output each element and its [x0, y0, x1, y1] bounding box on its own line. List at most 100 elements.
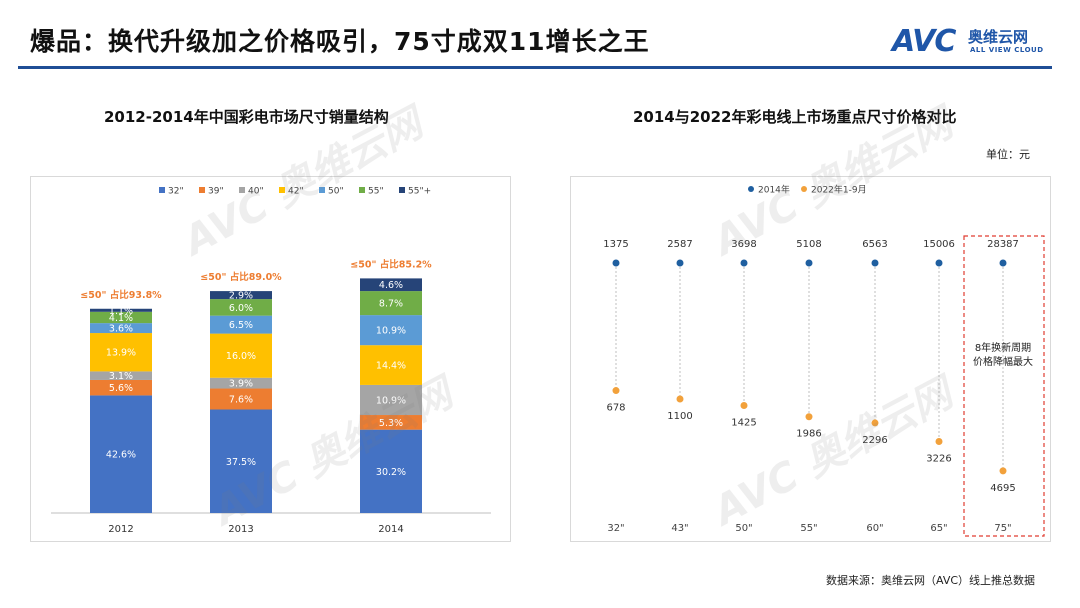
- data-label: 3.6%: [109, 324, 133, 335]
- point-2022: [999, 467, 1007, 475]
- point-2014: [805, 259, 813, 267]
- highlight-note: 价格降幅最大: [973, 355, 1033, 368]
- bar-segment: [90, 395, 152, 513]
- bar-segment: [360, 415, 422, 430]
- data-label: 3.1%: [109, 371, 133, 382]
- legend-dot-2022: [801, 186, 807, 192]
- legend-swatch: [319, 187, 325, 193]
- point-2014: [612, 259, 620, 267]
- value-label-2022: 1425: [731, 418, 756, 429]
- point-2022: [676, 395, 684, 403]
- point-2022: [740, 402, 748, 409]
- category-label: 2012: [108, 524, 133, 535]
- bar-segment: [90, 311, 152, 324]
- value-label-2014: 15006: [923, 239, 955, 250]
- data-label: 3.9%: [229, 379, 253, 390]
- legend-label: 42": [288, 187, 304, 197]
- point-2022: [871, 419, 879, 427]
- bar-segment: [360, 315, 422, 346]
- legend-swatch: [239, 187, 245, 193]
- legend-label: 39": [208, 187, 224, 197]
- data-label: 42.6%: [106, 450, 136, 461]
- data-label: 16.0%: [226, 351, 256, 362]
- data-label: 2.9%: [229, 291, 253, 302]
- data-label: 30.2%: [376, 467, 406, 478]
- value-label-2014: 6563: [862, 239, 887, 250]
- legend-swatch: [199, 187, 205, 193]
- left-chart-title: 2012-2014年中国彩电市场尺寸销量结构: [104, 108, 389, 126]
- price-comparison-chart: 2014年 2022年1-9月 1375 678 32" 2587 1100 43" 3698 1…: [603, 184, 1045, 537]
- annotation-label: ≤50" 占比85.2%: [350, 258, 432, 270]
- annotation-label: ≤50" 占比93.8%: [80, 289, 162, 301]
- avc-logo: AVC 奥维云网 ALL VIEW CLOUD: [892, 24, 1057, 59]
- data-label: 5.3%: [379, 418, 403, 429]
- data-label: 7.6%: [229, 395, 253, 406]
- bar-segment: [360, 278, 422, 292]
- value-label-2014: 28387: [987, 239, 1019, 250]
- data-label: 1.1%: [109, 306, 133, 317]
- value-label-2022: 1100: [667, 411, 692, 422]
- bar-segment: [210, 388, 272, 410]
- bar-segment: [210, 377, 272, 389]
- category-label: 50": [735, 523, 752, 534]
- category-label: 43": [671, 523, 688, 534]
- legend-label: 32": [168, 187, 184, 197]
- data-label: 5.6%: [109, 383, 133, 394]
- data-label: 6.5%: [229, 320, 253, 331]
- data-label: 10.9%: [376, 395, 406, 406]
- legend-label: 55"+: [408, 187, 431, 197]
- right-chart-title: 2014与2022年彩电线上市场重点尺寸价格对比: [633, 108, 957, 126]
- category-label: 65": [930, 523, 947, 534]
- bar-segment: [90, 308, 152, 312]
- highlight-note: 8年换新周期: [975, 341, 1031, 354]
- point-2022: [935, 438, 943, 446]
- legend-label: 2022年1-9月: [811, 184, 867, 196]
- category-label: 55": [800, 523, 817, 534]
- logo-chinese-name: 奥维云网: [968, 28, 1029, 46]
- legend-label: 40": [248, 187, 264, 197]
- category-label: 2013: [228, 524, 253, 535]
- legend-swatch: [159, 187, 165, 193]
- bar-segment: [360, 291, 422, 316]
- unit-label: 单位：元: [986, 148, 1030, 161]
- header-divider: [18, 66, 1052, 69]
- bar-segment: [210, 315, 272, 334]
- bar-segment: [360, 345, 422, 385]
- legend-swatch: [279, 187, 285, 193]
- annotation-label: ≤50" 占比89.0%: [200, 271, 282, 283]
- point-2014: [676, 259, 684, 267]
- logo-english-name: ALL VIEW CLOUD: [970, 46, 1044, 54]
- data-source-note: 数据来源：奥维云网（AVC）线上推总数据: [826, 574, 1036, 587]
- value-label-2022: 678: [606, 403, 625, 414]
- right-chart-panel: 2014年 2022年1-9月 1375 678 32" 2587 1100 43" 3698 1…: [570, 176, 1051, 542]
- highlight-box: [963, 235, 1045, 537]
- data-label: 14.4%: [376, 361, 406, 372]
- legend-label: 2014年: [758, 184, 790, 196]
- left-chart-panel: 32" 39" 40" 42" 50" 55" 55"+ 42.6% 5.6% 3.1% 13.9%…: [30, 176, 511, 542]
- legend-label: 50": [328, 187, 344, 197]
- value-label-2014: 1375: [603, 239, 628, 250]
- data-label: 4.6%: [379, 280, 403, 291]
- point-2014: [999, 259, 1007, 267]
- data-label: 6.0%: [229, 303, 253, 314]
- legend-swatch: [359, 187, 365, 193]
- bar-segment: [210, 291, 272, 300]
- category-label: 32": [607, 523, 624, 534]
- category-label: 2014: [378, 524, 403, 535]
- bar-segment: [90, 371, 152, 380]
- stacked-bar-chart: 32" 39" 40" 42" 50" 55" 55"+ 42.6% 5.6%3.1% 13.9%…: [51, 187, 491, 535]
- point-2022: [805, 413, 813, 421]
- bar-segment: [90, 379, 152, 396]
- data-label: 4.1%: [109, 313, 133, 324]
- legend-label: 55": [368, 187, 384, 197]
- category-label: 60": [866, 523, 883, 534]
- value-label-2022: 2296: [862, 435, 887, 446]
- value-label-2014: 3698: [731, 239, 756, 250]
- bar-segment: [210, 333, 272, 378]
- value-label-2022: 4695: [990, 483, 1015, 494]
- value-label-2014: 5108: [796, 239, 821, 250]
- value-label-2014: 2587: [667, 239, 692, 250]
- bar-segment: [90, 333, 152, 372]
- bar-segment: [210, 299, 272, 316]
- bar-segment: [360, 384, 422, 416]
